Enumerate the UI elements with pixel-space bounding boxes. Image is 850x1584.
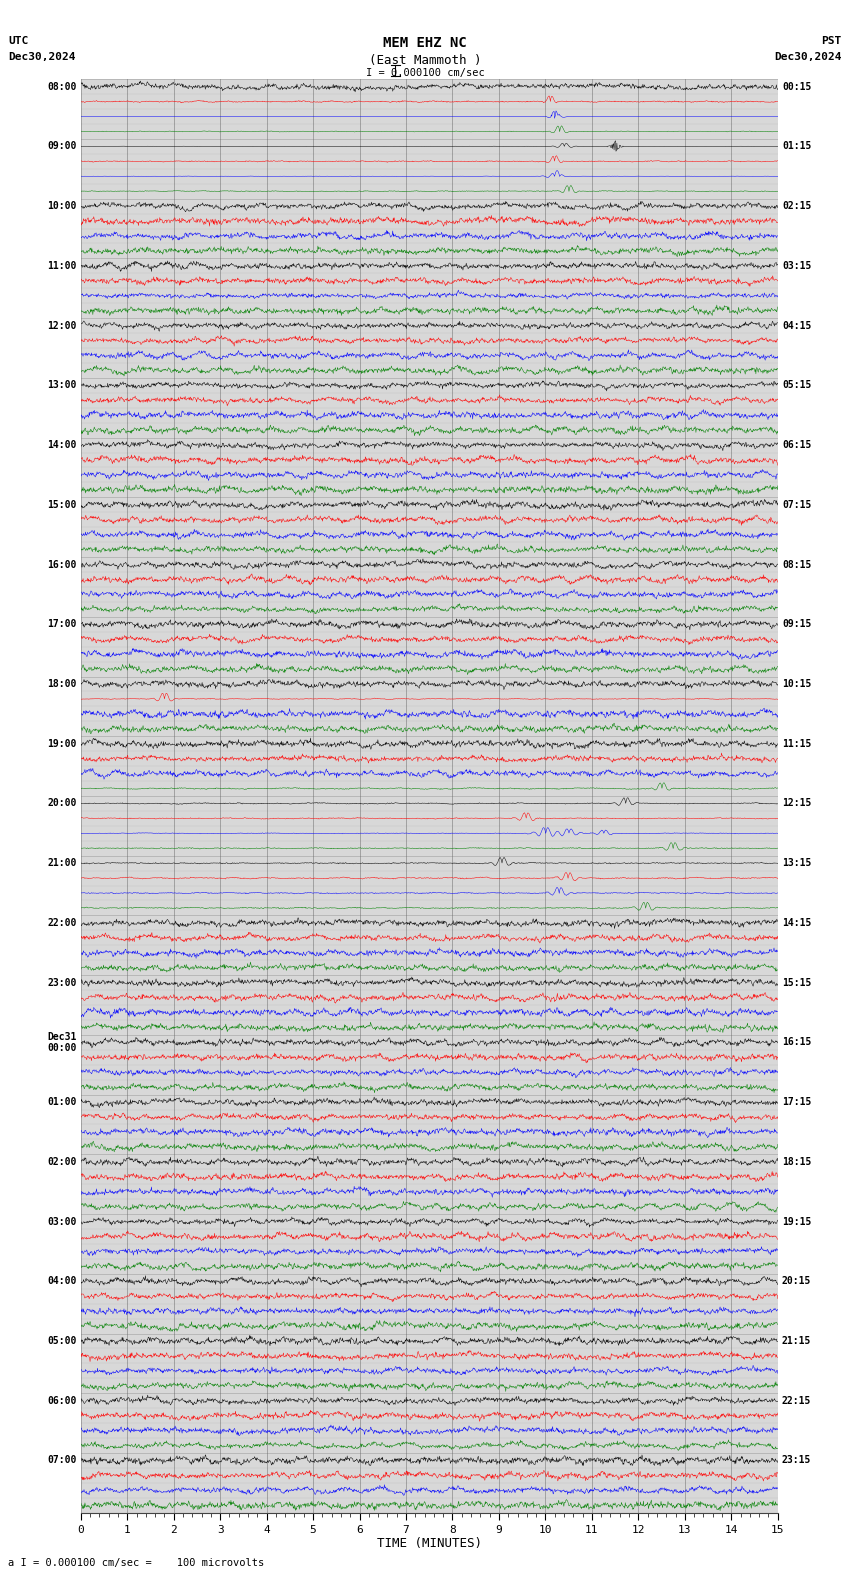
- Text: 05:15: 05:15: [782, 380, 812, 390]
- Text: 06:15: 06:15: [782, 440, 812, 450]
- Text: 10:15: 10:15: [782, 680, 812, 689]
- Text: 11:00: 11:00: [47, 261, 76, 271]
- Text: MEM EHZ NC: MEM EHZ NC: [383, 36, 467, 51]
- Text: 03:15: 03:15: [782, 261, 812, 271]
- Text: (East Mammoth ): (East Mammoth ): [369, 54, 481, 67]
- Text: Dec30,2024: Dec30,2024: [8, 52, 76, 62]
- Text: 15:00: 15:00: [47, 501, 76, 510]
- Text: 02:15: 02:15: [782, 201, 812, 211]
- X-axis label: TIME (MINUTES): TIME (MINUTES): [377, 1538, 482, 1551]
- Text: I = 0.000100 cm/sec: I = 0.000100 cm/sec: [366, 68, 484, 78]
- Text: 01:15: 01:15: [782, 141, 812, 152]
- Text: 16:15: 16:15: [782, 1038, 812, 1047]
- Text: 14:00: 14:00: [47, 440, 76, 450]
- Text: 01:00: 01:00: [47, 1098, 76, 1107]
- Text: 21:15: 21:15: [782, 1335, 812, 1346]
- Text: 17:15: 17:15: [782, 1098, 812, 1107]
- Text: 23:00: 23:00: [47, 977, 76, 987]
- Text: 21:00: 21:00: [47, 859, 76, 868]
- Text: 18:15: 18:15: [782, 1156, 812, 1167]
- Text: 08:00: 08:00: [47, 82, 76, 92]
- Text: 22:00: 22:00: [47, 917, 76, 928]
- Text: 12:15: 12:15: [782, 798, 812, 808]
- Text: 15:15: 15:15: [782, 977, 812, 987]
- Text: 11:15: 11:15: [782, 738, 812, 749]
- Text: 20:00: 20:00: [47, 798, 76, 808]
- Text: a I = 0.000100 cm/sec =    100 microvolts: a I = 0.000100 cm/sec = 100 microvolts: [8, 1559, 264, 1568]
- Text: 18:00: 18:00: [47, 680, 76, 689]
- Text: 10:00: 10:00: [47, 201, 76, 211]
- Text: 00:15: 00:15: [782, 82, 812, 92]
- Text: 22:15: 22:15: [782, 1396, 812, 1405]
- Text: 14:15: 14:15: [782, 917, 812, 928]
- Text: Dec31
00:00: Dec31 00:00: [47, 1031, 76, 1053]
- Text: 23:15: 23:15: [782, 1456, 812, 1465]
- Text: 16:00: 16:00: [47, 559, 76, 570]
- Text: 07:15: 07:15: [782, 501, 812, 510]
- Text: 09:15: 09:15: [782, 619, 812, 629]
- Text: 02:00: 02:00: [47, 1156, 76, 1167]
- Text: 07:00: 07:00: [47, 1456, 76, 1465]
- Text: 12:00: 12:00: [47, 320, 76, 331]
- Text: 03:00: 03:00: [47, 1217, 76, 1226]
- Text: 05:00: 05:00: [47, 1335, 76, 1346]
- Text: 20:15: 20:15: [782, 1277, 812, 1286]
- Text: 08:15: 08:15: [782, 559, 812, 570]
- Text: 17:00: 17:00: [47, 619, 76, 629]
- Text: 19:00: 19:00: [47, 738, 76, 749]
- Text: 06:00: 06:00: [47, 1396, 76, 1405]
- Text: 13:15: 13:15: [782, 859, 812, 868]
- Text: 19:15: 19:15: [782, 1217, 812, 1226]
- Text: 04:15: 04:15: [782, 320, 812, 331]
- Text: PST: PST: [821, 36, 842, 46]
- Text: UTC: UTC: [8, 36, 29, 46]
- Text: 13:00: 13:00: [47, 380, 76, 390]
- Text: 04:00: 04:00: [47, 1277, 76, 1286]
- Text: Dec30,2024: Dec30,2024: [774, 52, 842, 62]
- Text: 09:00: 09:00: [47, 141, 76, 152]
